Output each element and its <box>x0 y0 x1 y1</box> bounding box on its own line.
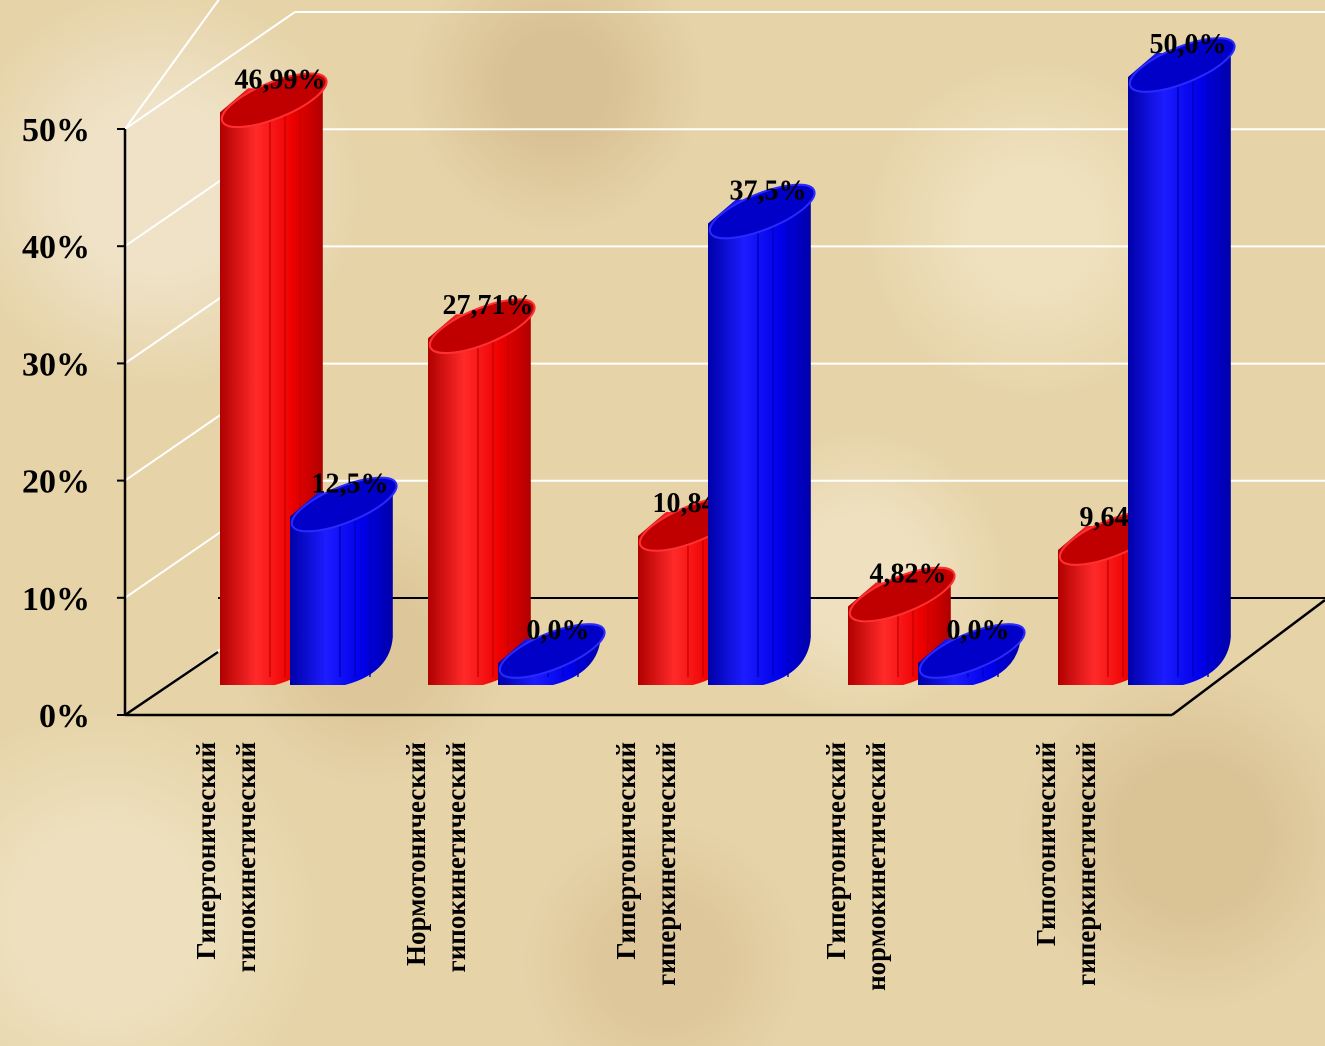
gridline-side <box>124 11 296 130</box>
y-tick-label: 20% <box>22 464 90 501</box>
category-label: гипокинетический <box>231 742 261 973</box>
data-label: 0,0% <box>527 615 590 646</box>
bars: 46,99%27,71%10,84%4,82%9,64%12,5%0,0%37,… <box>220 29 1236 685</box>
category-label: Гипотонический <box>1031 742 1061 946</box>
category-label: нормокинетический <box>861 742 891 991</box>
gridline-side <box>124 0 220 130</box>
y-tick-label: 30% <box>22 346 90 383</box>
data-label: 27,71% <box>443 290 534 321</box>
bar-blue-1: 0,0% <box>498 615 606 685</box>
bar-blue-3: 0,0% <box>918 615 1026 685</box>
y-tick-label: 40% <box>22 229 90 266</box>
y-axis-ticks: 0% 10% 20% 30% 40% 50% <box>22 112 125 735</box>
category-label: Гипертонический <box>611 742 641 960</box>
category-label: гиперкинетический <box>651 742 681 986</box>
bar-red-1: 27,71% <box>428 290 536 685</box>
data-label: 37,5% <box>730 176 807 207</box>
category-label: Гипертонический <box>821 742 851 960</box>
data-label: 46,99% <box>235 64 326 95</box>
floor-left-edge <box>124 650 219 717</box>
bar-blue-4: 50,0% <box>1128 29 1236 685</box>
y-tick-label: 50% <box>22 112 90 149</box>
bar-blue-0: 12,5% <box>290 469 398 685</box>
bar-blue-2: 37,5% <box>708 176 816 685</box>
category-label: гиперкинетический <box>1071 742 1101 986</box>
data-label: 50,0% <box>1150 29 1227 60</box>
floor-right-edge <box>1171 599 1325 716</box>
data-label: 12,5% <box>312 469 389 500</box>
category-label: гипокинетический <box>441 742 471 973</box>
category-labels: Гипертонический гипокинетический Нормотони… <box>191 742 1101 991</box>
category-label: Нормотонический <box>401 742 431 966</box>
y-tick-label: 10% <box>22 581 90 618</box>
y-tick-label: 0% <box>39 698 90 735</box>
data-label: 0,0% <box>947 615 1010 646</box>
category-label: Гипертонический <box>191 742 221 960</box>
data-label: 4,82% <box>870 559 947 590</box>
